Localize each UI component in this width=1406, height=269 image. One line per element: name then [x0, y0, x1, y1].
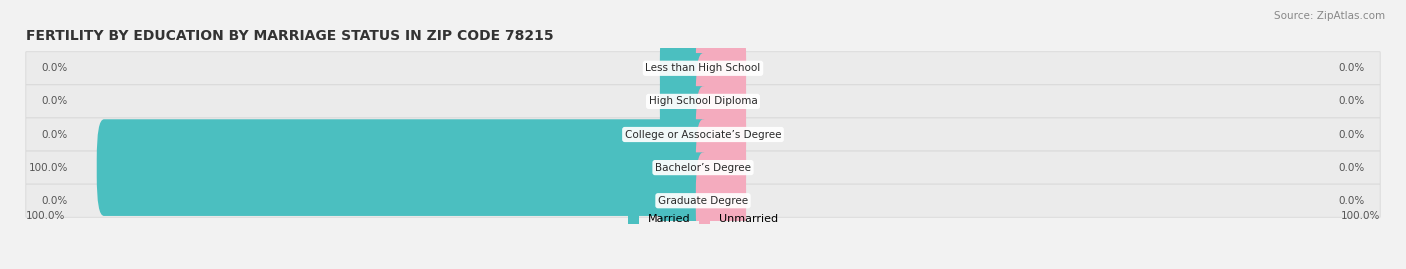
Text: 100.0%: 100.0% [27, 211, 66, 221]
Text: 0.0%: 0.0% [1339, 63, 1364, 73]
Text: Source: ZipAtlas.com: Source: ZipAtlas.com [1274, 11, 1385, 21]
Text: Less than High School: Less than High School [645, 63, 761, 73]
Text: 0.0%: 0.0% [42, 96, 67, 107]
Text: 0.0%: 0.0% [1339, 196, 1364, 206]
FancyBboxPatch shape [97, 119, 710, 216]
Text: 0.0%: 0.0% [42, 196, 67, 206]
FancyBboxPatch shape [659, 86, 710, 183]
FancyBboxPatch shape [696, 20, 747, 117]
FancyBboxPatch shape [696, 53, 747, 150]
Text: 100.0%: 100.0% [1340, 211, 1379, 221]
FancyBboxPatch shape [25, 118, 1381, 151]
Text: 0.0%: 0.0% [42, 63, 67, 73]
FancyBboxPatch shape [659, 152, 710, 249]
Text: Bachelor’s Degree: Bachelor’s Degree [655, 162, 751, 173]
Text: 0.0%: 0.0% [1339, 129, 1364, 140]
Text: 0.0%: 0.0% [1339, 96, 1364, 107]
FancyBboxPatch shape [696, 86, 747, 183]
FancyBboxPatch shape [25, 85, 1381, 118]
FancyBboxPatch shape [25, 52, 1381, 85]
Text: High School Diploma: High School Diploma [648, 96, 758, 107]
FancyBboxPatch shape [696, 152, 747, 249]
Text: 0.0%: 0.0% [42, 129, 67, 140]
FancyBboxPatch shape [25, 184, 1381, 217]
FancyBboxPatch shape [696, 119, 747, 216]
FancyBboxPatch shape [659, 20, 710, 117]
Text: FERTILITY BY EDUCATION BY MARRIAGE STATUS IN ZIP CODE 78215: FERTILITY BY EDUCATION BY MARRIAGE STATU… [27, 29, 554, 44]
FancyBboxPatch shape [659, 53, 710, 150]
Text: 100.0%: 100.0% [28, 162, 67, 173]
Text: 0.0%: 0.0% [1339, 162, 1364, 173]
Text: College or Associate’s Degree: College or Associate’s Degree [624, 129, 782, 140]
FancyBboxPatch shape [25, 151, 1381, 184]
Text: Graduate Degree: Graduate Degree [658, 196, 748, 206]
Legend: Married, Unmarried: Married, Unmarried [623, 209, 783, 229]
